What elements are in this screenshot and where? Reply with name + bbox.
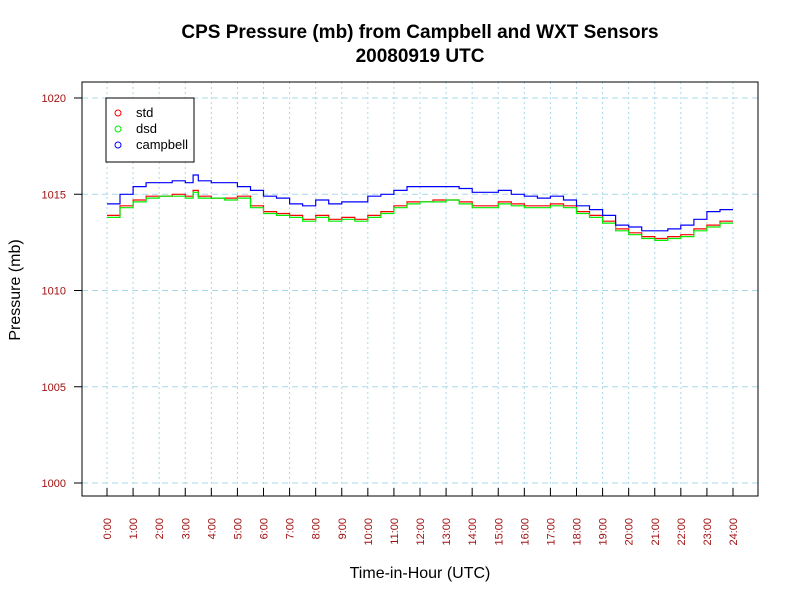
chart-title: CPS Pressure (mb) from Campbell and WXT …	[181, 22, 658, 43]
chart-subtitle: 20080919 UTC	[356, 46, 485, 67]
axis-ticks: 0:00 1:00 2:00 3:00 4:00 5:00 6:00 7:00 8:00 9:00…	[42, 93, 740, 546]
legend-label-std: std	[136, 105, 153, 120]
legend-marker-campbell	[114, 141, 122, 149]
y-tick-label: 1015	[42, 189, 66, 201]
x-tick-label: 11:00	[389, 518, 401, 545]
x-tick-label: 8:00	[311, 518, 323, 539]
x-tick-label: 16:00	[519, 518, 531, 546]
x-tick-label: 0:00	[102, 518, 114, 539]
x-tick-label: 15:00	[493, 518, 505, 546]
y-tick-label: 1020	[42, 93, 66, 105]
x-tick-label: 9:00	[337, 518, 349, 539]
series-line-campbell	[107, 174, 733, 232]
y-tick-label: 1005	[42, 382, 66, 394]
grid	[82, 82, 758, 496]
legend-marker-dsd	[114, 125, 122, 133]
plot-frame	[81, 81, 759, 497]
x-tick-label: 2:00	[154, 518, 166, 539]
x-tick-label: 17:00	[545, 518, 557, 546]
y-tick-label: 1000	[42, 478, 66, 490]
x-tick-label: 7:00	[285, 518, 297, 539]
x-tick-label: 6:00	[259, 518, 271, 539]
x-tick-label: 3:00	[180, 518, 192, 539]
legend-marker-std	[114, 109, 122, 117]
x-tick-label: 18:00	[572, 518, 584, 546]
legend-label-campbell: campbell	[136, 137, 188, 152]
x-tick-label: 24:00	[728, 518, 740, 546]
series-lines	[107, 174, 733, 241]
series-line-dsd	[107, 191, 733, 241]
legend: std dsd campbell	[105, 97, 195, 163]
y-tick-label: 1010	[42, 286, 66, 298]
x-tick-label: 13:00	[441, 518, 453, 546]
x-tick-label: 20:00	[624, 518, 636, 546]
x-tick-label: 14:00	[467, 518, 479, 546]
x-tick-label: 23:00	[702, 518, 714, 546]
x-tick-label: 19:00	[598, 518, 610, 546]
x-tick-label: 5:00	[232, 518, 244, 539]
x-tick-label: 10:00	[363, 518, 375, 546]
y-axis-title: Pressure (mb)	[7, 239, 24, 340]
x-tick-label: 1:00	[128, 518, 140, 539]
x-tick-label: 21:00	[650, 518, 662, 546]
x-tick-label: 4:00	[206, 518, 218, 539]
x-tick-label: 22:00	[676, 518, 688, 546]
x-axis-title: Time-in-Hour (UTC)	[350, 565, 491, 582]
x-tick-label: 12:00	[415, 518, 427, 546]
legend-label-dsd: dsd	[136, 121, 157, 136]
